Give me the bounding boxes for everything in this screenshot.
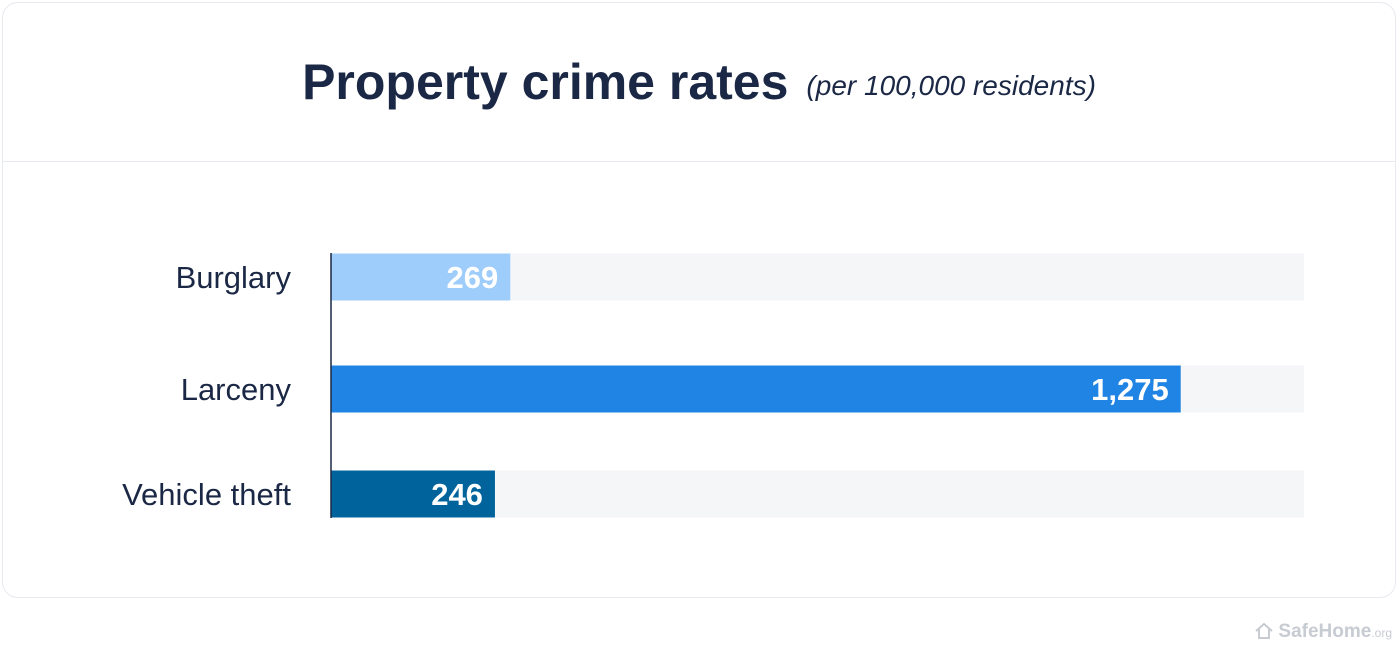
logo-tld: .org — [1371, 626, 1392, 640]
value-label: 246 — [431, 477, 483, 512]
bar-vehicle-theft — [331, 470, 495, 518]
category-label: Burglary — [176, 260, 292, 295]
chart-header: Property crime rates (per 100,000 reside… — [3, 3, 1395, 162]
bar-burglary — [331, 253, 511, 301]
chart-subtitle: (per 100,000 residents) — [806, 70, 1096, 101]
bar-chart: Burglary 269 Larceny 1,275 Vehicle theft 246 — [122, 253, 1304, 518]
value-label: 269 — [447, 260, 499, 295]
chart-title: Property crime rates — [302, 54, 789, 110]
value-label: 1,275 — [1091, 372, 1169, 407]
logo-text: SafeHome — [1278, 621, 1372, 642]
category-label: Vehicle theft — [122, 477, 291, 512]
category-label: Larceny — [181, 372, 292, 407]
house-icon — [1255, 622, 1274, 639]
bar-larceny — [331, 365, 1181, 413]
safehome-logo: SafeHome .org — [1254, 619, 1392, 643]
